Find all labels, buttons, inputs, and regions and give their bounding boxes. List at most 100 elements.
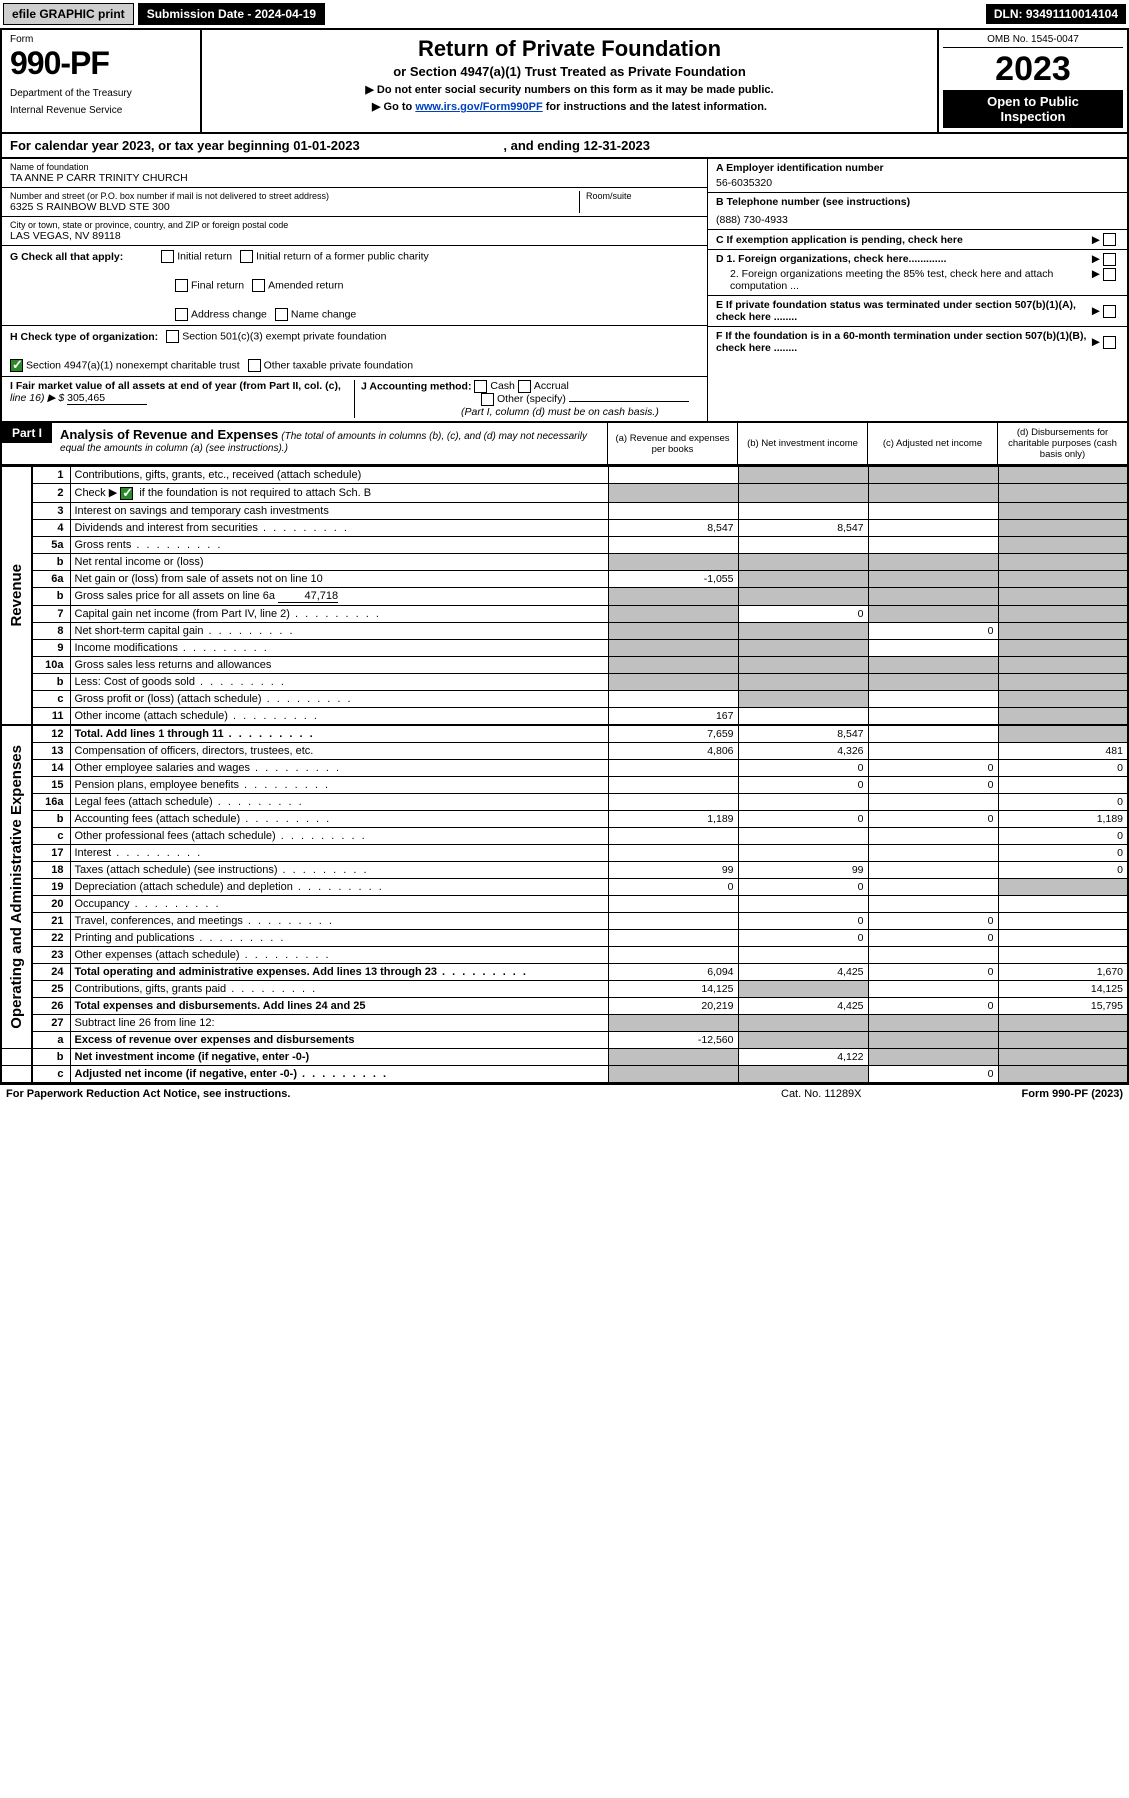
table-row: aExcess of revenue over expenses and dis… (1, 1031, 1128, 1048)
d1-label: D 1. Foreign organizations, check here..… (716, 253, 1089, 266)
opex-side-label: Operating and Administrative Expenses (6, 737, 27, 1037)
table-row: 15Pension plans, employee benefits00 (1, 776, 1128, 793)
other-method-checkbox[interactable] (481, 393, 494, 406)
address-change-label: Address change (191, 308, 267, 320)
form-footer-right: Form 990-PF (2023) (1022, 1088, 1123, 1100)
form-number: 990-PF (10, 45, 192, 82)
part1-title: Analysis of Revenue and Expenses (60, 427, 278, 442)
city-state-zip: LAS VEGAS, NV 89118 (10, 230, 699, 242)
501c3-checkbox[interactable] (166, 330, 179, 343)
e-cell: E If private foundation status was termi… (708, 296, 1127, 327)
table-row: 10aGross sales less returns and allowanc… (1, 656, 1128, 673)
ssn-warning: ▶ Do not enter social security numbers o… (210, 83, 929, 96)
dln-badge: DLN: 93491110014104 (986, 4, 1126, 24)
form-label: Form (10, 34, 192, 45)
table-row: cAdjusted net income (if negative, enter… (1, 1065, 1128, 1083)
dept-treasury: Department of the Treasury (10, 88, 192, 99)
table-row: 25Contributions, gifts, grants paid14,12… (1, 980, 1128, 997)
c-checkbox[interactable] (1103, 233, 1116, 246)
amended-return-checkbox[interactable] (252, 279, 265, 292)
i-label: I Fair market value of all assets at end… (10, 380, 341, 392)
table-row: 20Occupancy (1, 895, 1128, 912)
table-row: 9Income modifications (1, 639, 1128, 656)
revenue-side-label: Revenue (6, 556, 27, 635)
table-row: 24Total operating and administrative exp… (1, 963, 1128, 980)
4947a1-label: Section 4947(a)(1) nonexempt charitable … (26, 359, 240, 371)
form-subtitle: or Section 4947(a)(1) Trust Treated as P… (210, 64, 929, 79)
e-label: E If private foundation status was termi… (716, 299, 1089, 323)
initial-former-checkbox[interactable] (240, 250, 253, 263)
open-inspection-badge: Open to PublicInspection (943, 90, 1123, 128)
initial-return-checkbox[interactable] (161, 250, 174, 263)
501c3-label: Section 501(c)(3) exempt private foundat… (182, 330, 386, 342)
tax-year-begin: For calendar year 2023, or tax year begi… (10, 138, 360, 153)
j-label: J Accounting method: (361, 380, 471, 392)
room-label: Room/suite (586, 191, 699, 201)
cat-number: Cat. No. 11289X (781, 1088, 862, 1100)
table-row: 3Interest on savings and temporary cash … (1, 502, 1128, 519)
initial-return-label: Initial return (177, 250, 232, 262)
year-block: OMB No. 1545-0047 2023 Open to PublicIns… (937, 30, 1127, 132)
table-row: 8Net short-term capital gain0 (1, 622, 1128, 639)
c-label: C If exemption application is pending, c… (716, 234, 1089, 246)
ein-value: 56-6035320 (716, 177, 1119, 189)
addr-label: Number and street (or P.O. box number if… (10, 191, 579, 201)
initial-former-label: Initial return of a former public charit… (256, 250, 429, 262)
col-a-header: (a) Revenue and expenses per books (607, 423, 737, 464)
col-b-header: (b) Net investment income (737, 423, 867, 464)
form-title-block: Return of Private Foundation or Section … (202, 30, 937, 132)
table-row: Revenue 1Contributions, gifts, grants, e… (1, 467, 1128, 484)
f-cell: F If the foundation is in a 60-month ter… (708, 327, 1127, 357)
final-return-checkbox[interactable] (175, 279, 188, 292)
table-row: bGross sales price for all assets on lin… (1, 587, 1128, 605)
ein-cell: A Employer identification number 56-6035… (708, 159, 1127, 193)
h-check-row: H Check type of organization: Section 50… (2, 326, 707, 377)
accrual-label: Accrual (534, 380, 569, 392)
g-check-row: G Check all that apply: Initial return I… (2, 246, 707, 326)
accrual-checkbox[interactable] (518, 380, 531, 393)
amended-return-label: Amended return (268, 279, 343, 291)
table-row: 17Interest0 (1, 844, 1128, 861)
irs-label: Internal Revenue Service (10, 105, 192, 116)
goto-suffix: for instructions and the latest informat… (543, 101, 767, 113)
ij-row: I Fair market value of all assets at end… (2, 377, 707, 421)
f-checkbox[interactable] (1103, 336, 1116, 349)
table-row: bNet rental income or (loss) (1, 553, 1128, 570)
col-c-header: (c) Adjusted net income (867, 423, 997, 464)
table-row: 6aNet gain or (loss) from sale of assets… (1, 570, 1128, 587)
table-row: 2 Check ▶ if the foundation is not requi… (1, 484, 1128, 503)
fmv-value: 305,465 (67, 392, 147, 405)
phone-value: (888) 730-4933 (716, 214, 1119, 226)
phone-cell: B Telephone number (see instructions) (8… (708, 193, 1127, 230)
goto-prefix: ▶ Go to (372, 101, 415, 113)
col-d-header: (d) Disbursements for charitable purpose… (997, 423, 1127, 464)
table-row: 4Dividends and interest from securities8… (1, 519, 1128, 536)
form-number-block: Form 990-PF Department of the Treasury I… (2, 30, 202, 132)
city-label: City or town, state or province, country… (10, 220, 699, 230)
cash-checkbox[interactable] (474, 380, 487, 393)
e-checkbox[interactable] (1103, 305, 1116, 318)
schb-checkbox[interactable] (120, 487, 133, 500)
ein-label: A Employer identification number (716, 162, 1119, 174)
table-row: Operating and Administrative Expenses 12… (1, 725, 1128, 743)
4947a1-checkbox[interactable] (10, 359, 23, 372)
table-row: bAccounting fees (attach schedule)1,1890… (1, 810, 1128, 827)
table-row: 14Other employee salaries and wages000 (1, 759, 1128, 776)
city-cell: City or town, state or province, country… (2, 217, 707, 246)
table-row: 11Other income (attach schedule)167 (1, 707, 1128, 725)
irs-link[interactable]: www.irs.gov/Form990PF (415, 101, 542, 113)
street-address: 6325 S RAINBOW BLVD STE 300 (10, 201, 579, 213)
entity-info-grid: Name of foundation TA ANNE P CARR TRINIT… (0, 159, 1129, 423)
d1-checkbox[interactable] (1103, 253, 1116, 266)
d2-checkbox[interactable] (1103, 268, 1116, 281)
calendar-year-row: For calendar year 2023, or tax year begi… (0, 134, 1129, 159)
other-taxable-checkbox[interactable] (248, 359, 261, 372)
table-row: 27Subtract line 26 from line 12: (1, 1014, 1128, 1031)
address-change-checkbox[interactable] (175, 308, 188, 321)
d2-label: 2. Foreign organizations meeting the 85%… (716, 268, 1089, 292)
part1-badge: Part I (2, 423, 52, 443)
name-change-checkbox[interactable] (275, 308, 288, 321)
efile-graphic-button[interactable]: efile GRAPHIC print (3, 3, 134, 25)
table-row: 19Depreciation (attach schedule) and dep… (1, 878, 1128, 895)
form-header: Form 990-PF Department of the Treasury I… (0, 28, 1129, 134)
